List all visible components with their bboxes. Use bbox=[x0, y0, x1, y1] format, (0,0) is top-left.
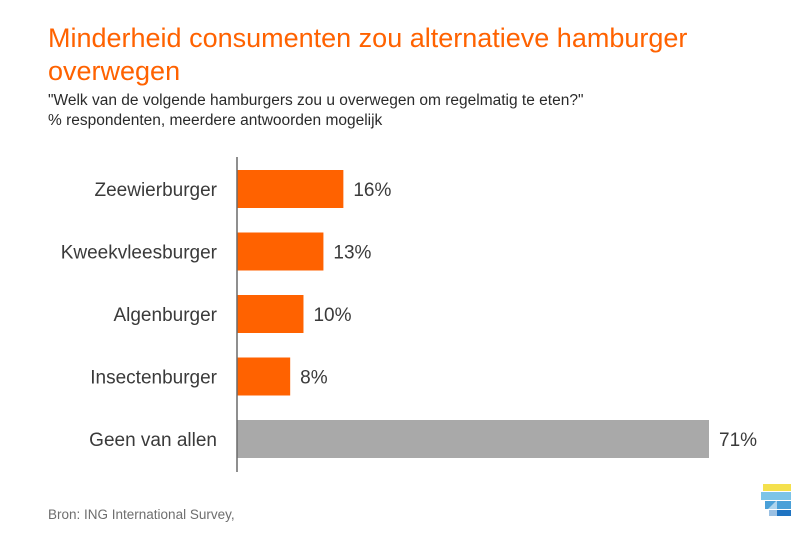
chart-question: "Welk van de volgende hamburgers zou u o… bbox=[48, 92, 584, 109]
value-label: 10% bbox=[313, 305, 351, 326]
corner-logo-icon bbox=[761, 484, 791, 516]
chart-title: Minderheid consumenten zou alternatieve … bbox=[48, 23, 688, 86]
bar-algenburger bbox=[237, 295, 304, 333]
bar-insectenburger bbox=[237, 357, 291, 396]
bar-zeewierburger bbox=[237, 170, 344, 208]
value-label: 13% bbox=[333, 243, 371, 264]
value-label: 16% bbox=[353, 180, 391, 201]
chart-note: % respondenten, meerdere antwoorden moge… bbox=[48, 112, 383, 129]
value-label: 8% bbox=[300, 368, 328, 389]
category-label: Insectenburger bbox=[90, 368, 217, 389]
bar-geen-van-allen bbox=[237, 420, 709, 458]
category-label: Geen van allen bbox=[89, 430, 217, 451]
bar-kweekvleesburger bbox=[237, 232, 324, 271]
source-note: Bron: ING International Survey, bbox=[48, 507, 235, 522]
value-label: 71% bbox=[719, 430, 757, 451]
category-label: Zeewierburger bbox=[95, 180, 218, 201]
category-label: Kweekvleesburger bbox=[61, 243, 218, 264]
category-label: Algenburger bbox=[113, 305, 217, 326]
bars-group: Zeewierburger 16% Kweekvleesburger 13% Algen… bbox=[61, 170, 757, 458]
